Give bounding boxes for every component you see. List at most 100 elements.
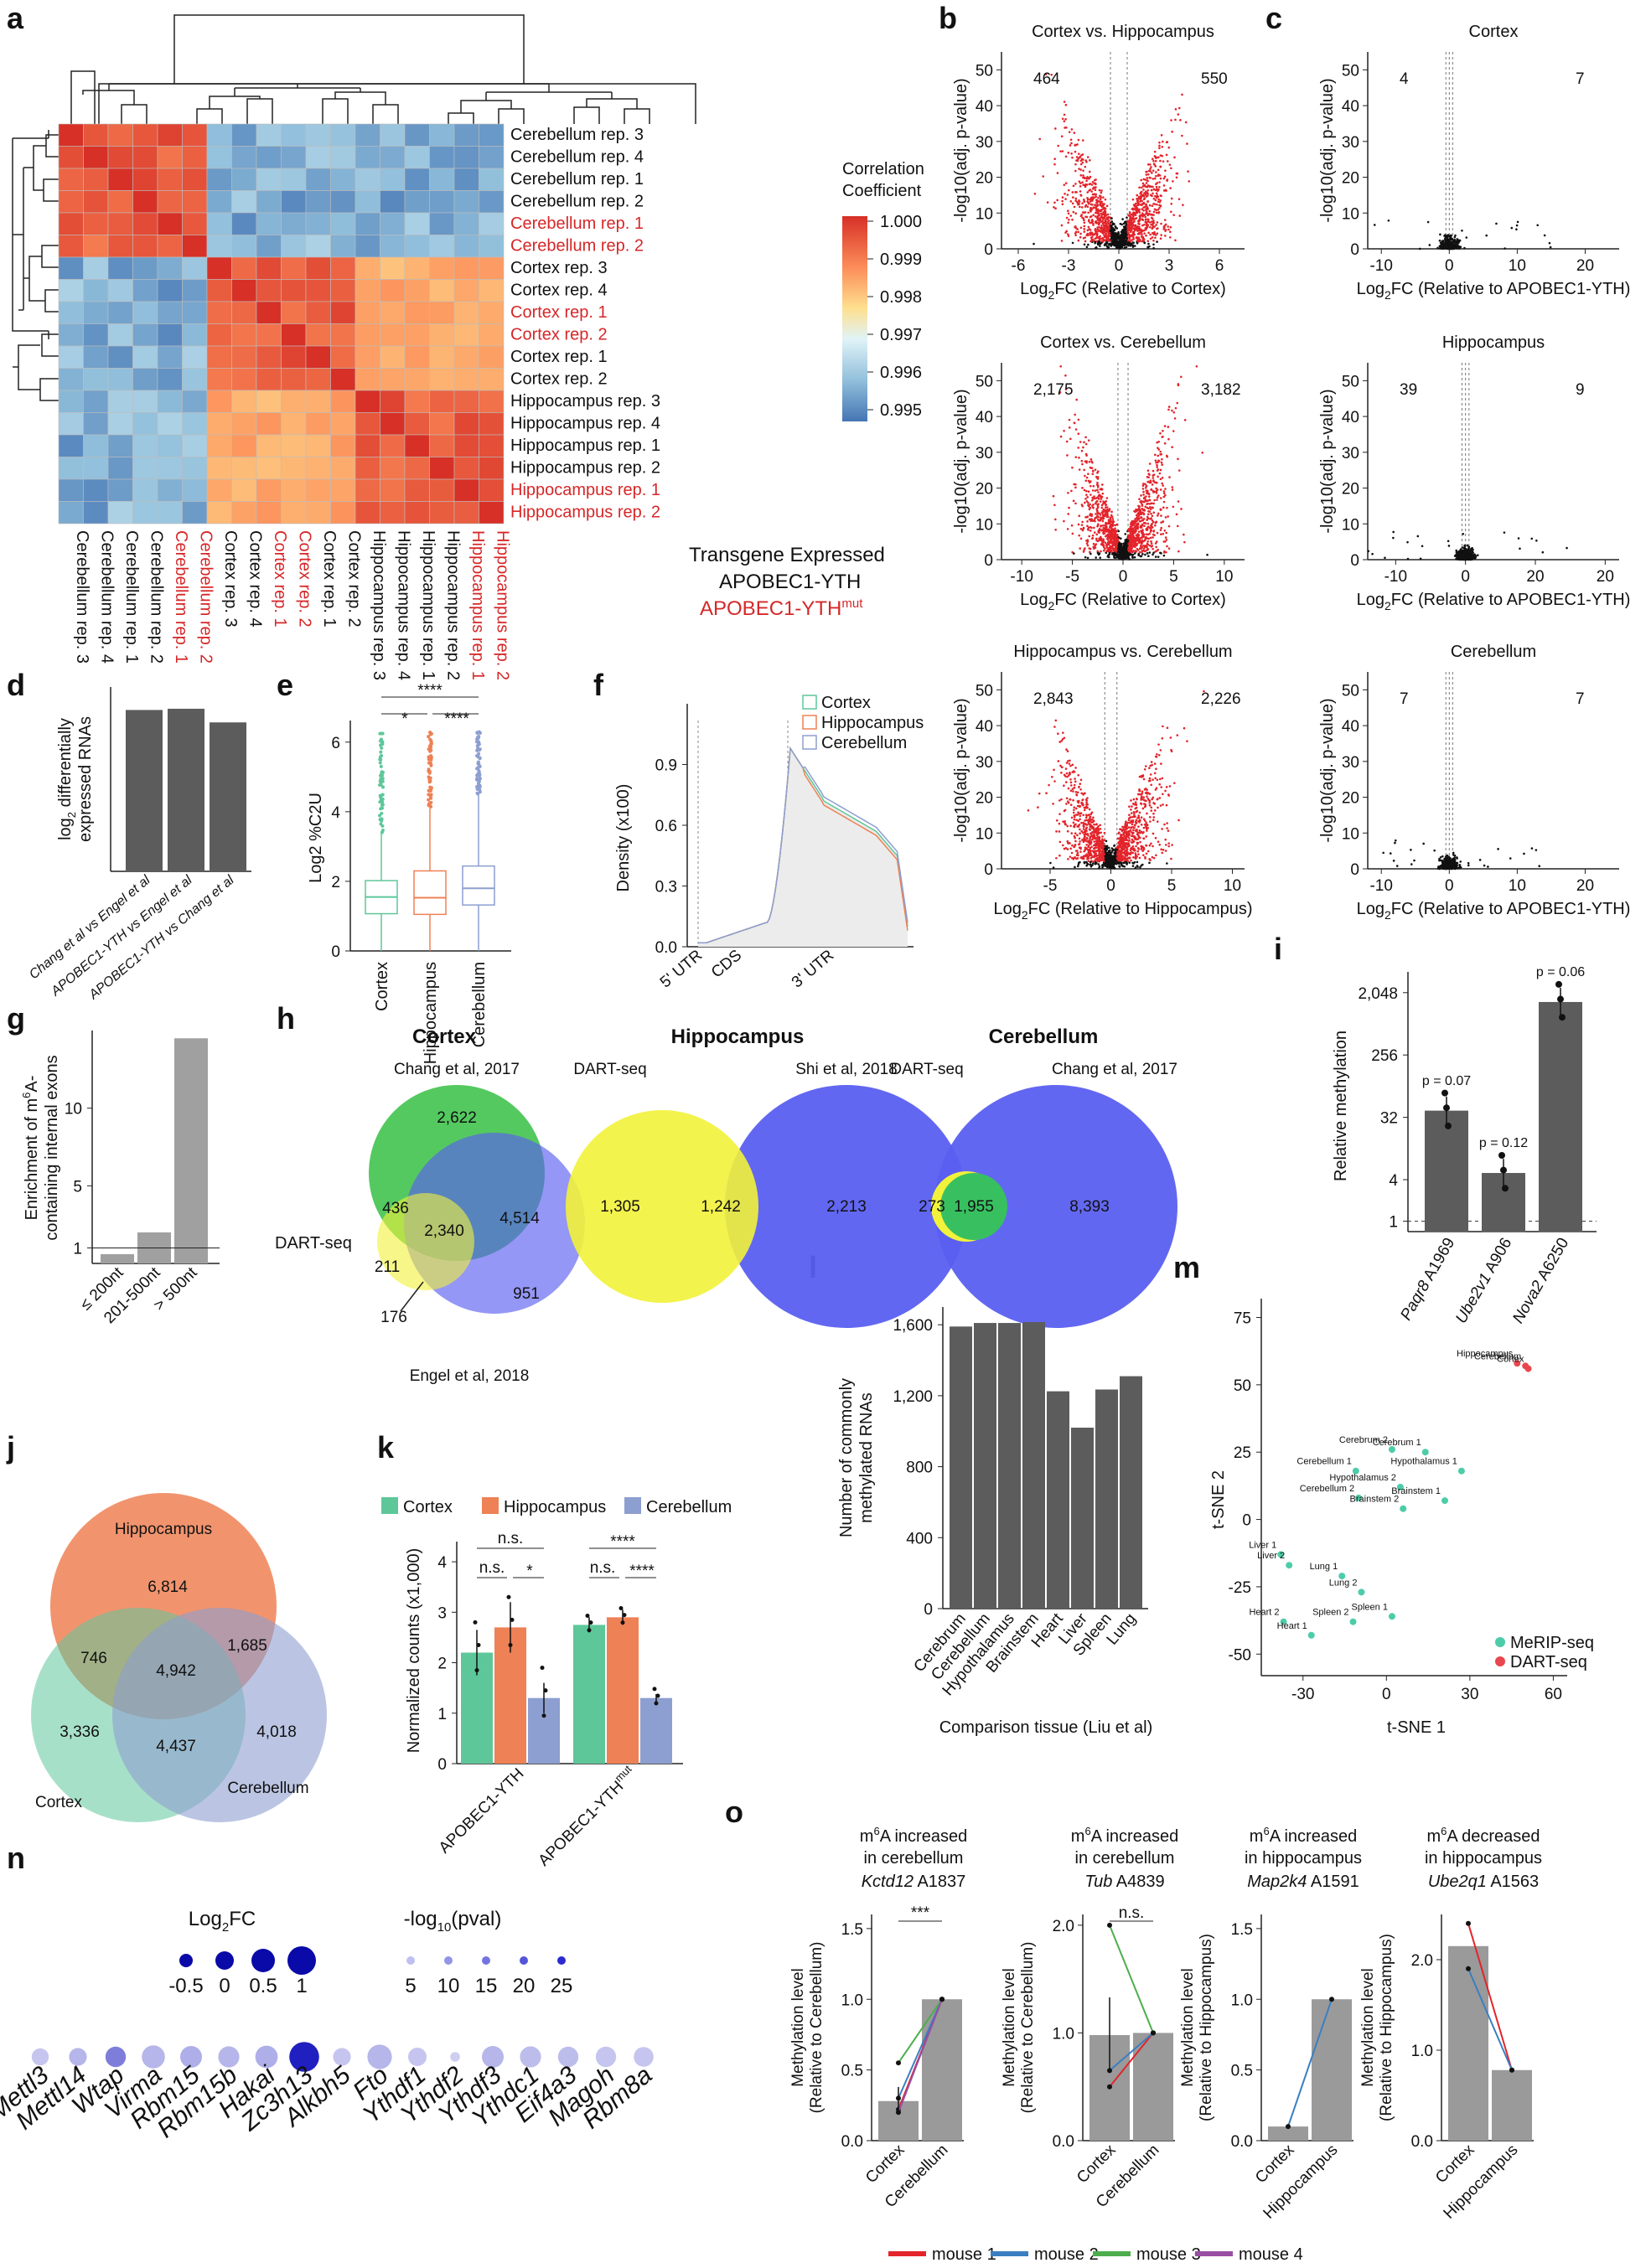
volcano-point [1060, 135, 1064, 138]
heatmap-cell [429, 123, 455, 147]
volcano-point [1169, 187, 1172, 189]
volcano-point [1104, 198, 1107, 201]
volcano-point [1085, 801, 1088, 804]
volcano-point [1152, 192, 1154, 195]
heatmap-cell [107, 501, 133, 524]
volcano-point [1071, 202, 1074, 205]
volcano-point [1087, 243, 1089, 246]
volcano-ytick: 10 [976, 825, 993, 843]
volcano-point [1114, 524, 1117, 527]
volcano-point [1153, 499, 1156, 502]
volcano-point [1097, 491, 1100, 493]
volcano-point [1097, 837, 1100, 840]
volcano-point [1069, 144, 1072, 147]
volcano-point [1080, 206, 1084, 209]
heatmap-cell [231, 301, 257, 324]
volcano-point [1132, 840, 1135, 843]
volcano-point [1105, 232, 1108, 235]
heatmap-cell [380, 345, 406, 369]
volcano-point [1161, 476, 1164, 479]
volcano-point [1149, 194, 1152, 197]
volcano-point [1097, 240, 1100, 243]
volcano-point [1074, 767, 1077, 769]
volcano-point [1133, 555, 1136, 559]
volcano-point [1137, 236, 1141, 240]
panel-label-a: a [7, 1, 24, 35]
volcano-point [1139, 802, 1142, 805]
volcano-point [1152, 778, 1154, 781]
heatmap-cell [380, 123, 406, 147]
volcano-point [1170, 748, 1172, 752]
volcano-point [1088, 219, 1090, 221]
heatmap-cell [429, 323, 455, 347]
volcano-point [1098, 850, 1100, 853]
volcano-point [1106, 217, 1109, 220]
dendrogram-branch [322, 98, 349, 124]
heatmap-row-label: Cortex rep. 1 [510, 348, 608, 366]
volcano-point [1156, 232, 1159, 235]
heatmap-cell [182, 434, 208, 457]
dendrogram-branch [44, 289, 59, 313]
heatmap-cell [453, 368, 479, 391]
volcano-point [1157, 198, 1160, 201]
volcano-point [1095, 855, 1097, 858]
heatmap-cell [429, 345, 455, 369]
volcano-point [1122, 544, 1126, 547]
volcano-point [1085, 542, 1089, 545]
volcano-point [1098, 498, 1100, 500]
volcano-point [1158, 783, 1162, 786]
volcano-point [1124, 226, 1126, 230]
volcano-point [1142, 826, 1146, 829]
heatmap-cell [281, 146, 307, 169]
volcano-point [1149, 779, 1152, 783]
volcano-point [1117, 230, 1120, 234]
volcano-point [1083, 861, 1086, 865]
volcano-point [1122, 235, 1125, 238]
volcano-point [1095, 859, 1097, 861]
volcano-point [1154, 481, 1157, 484]
heatmap-cell [107, 390, 133, 413]
volcano-point [1064, 155, 1068, 158]
volcano-point [1157, 448, 1161, 451]
volcano-point [1136, 512, 1140, 515]
volcano-point [1124, 849, 1127, 852]
volcano-point [1156, 531, 1159, 535]
volcano-point [1119, 845, 1121, 848]
volcano-point [1058, 840, 1062, 844]
volcano-point [1089, 206, 1092, 209]
volcano-point [1079, 778, 1083, 782]
volcano-point [1078, 180, 1081, 183]
volcano-point [1145, 495, 1147, 498]
volcano-point [1154, 755, 1157, 758]
volcano-point [1148, 532, 1151, 535]
volcano-point [1079, 537, 1083, 540]
volcano-point [1151, 227, 1154, 230]
volcano-point [1110, 229, 1114, 231]
volcano-point [1123, 242, 1126, 245]
heatmap-cell [355, 345, 380, 369]
volcano-point [1153, 163, 1156, 166]
volcano-point [1137, 831, 1141, 834]
volcano-point [1117, 849, 1121, 852]
volcano-point [1094, 189, 1097, 192]
volcano-point [1163, 175, 1167, 178]
volcano-point [1161, 851, 1164, 855]
volcano-point [1132, 211, 1136, 214]
heatmap-cell [157, 434, 183, 457]
volcano-point [1125, 857, 1127, 860]
heatmap-cell [429, 146, 455, 169]
volcano-point [1119, 840, 1122, 842]
volcano-point [1126, 549, 1128, 552]
volcano-point [1146, 469, 1150, 473]
heatmap-cell [83, 235, 109, 258]
volcano-point [1162, 484, 1164, 487]
volcano-point [1064, 767, 1068, 770]
volcano-point [1065, 772, 1069, 775]
volcano-point [1096, 481, 1099, 484]
corr-legend-tick: 0.996 [880, 364, 922, 382]
volcano-point [1157, 494, 1160, 497]
volcano-point [1115, 234, 1118, 237]
heatmap-cell [107, 434, 133, 457]
volcano-point [1146, 791, 1148, 794]
volcano-point [1159, 199, 1162, 202]
